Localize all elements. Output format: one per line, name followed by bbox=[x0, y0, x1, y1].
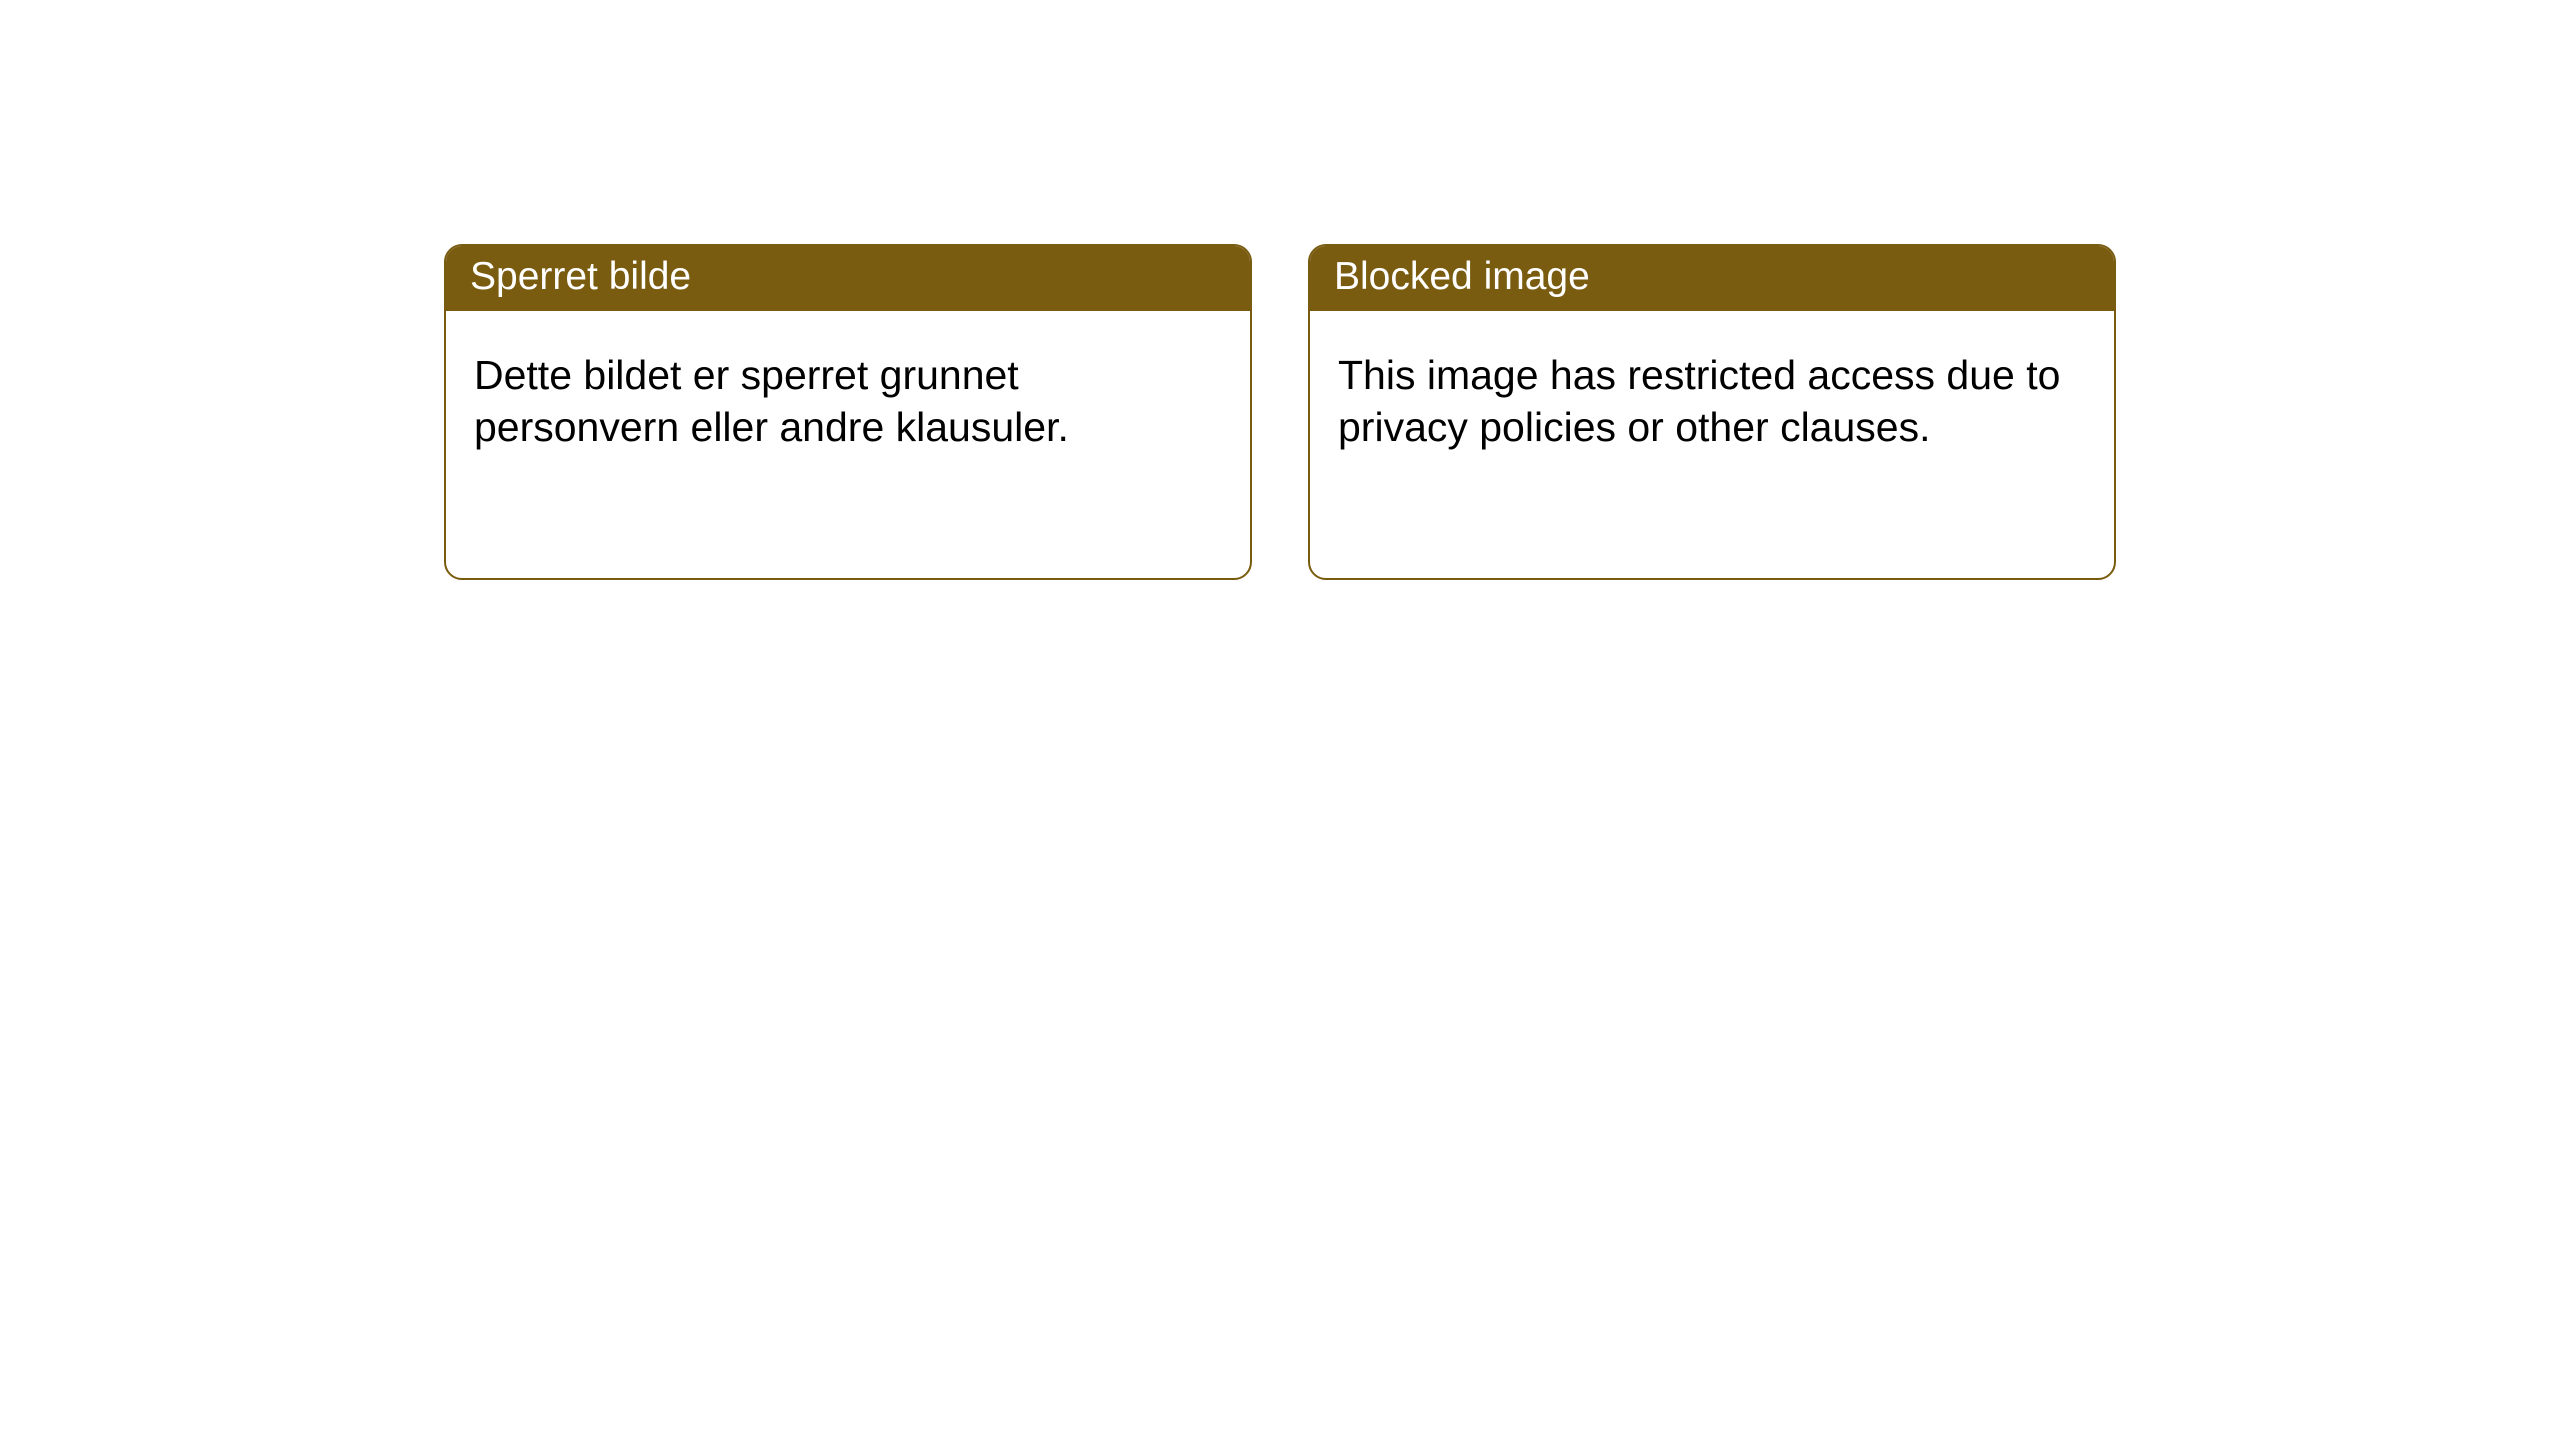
notice-title-no: Sperret bilde bbox=[446, 246, 1250, 311]
notice-card-no: Sperret bilde Dette bildet er sperret gr… bbox=[444, 244, 1252, 580]
notice-container: Sperret bilde Dette bildet er sperret gr… bbox=[0, 0, 2560, 580]
notice-card-en: Blocked image This image has restricted … bbox=[1308, 244, 2116, 580]
notice-body-no: Dette bildet er sperret grunnet personve… bbox=[446, 311, 1250, 482]
notice-body-en: This image has restricted access due to … bbox=[1310, 311, 2114, 482]
notice-title-en: Blocked image bbox=[1310, 246, 2114, 311]
